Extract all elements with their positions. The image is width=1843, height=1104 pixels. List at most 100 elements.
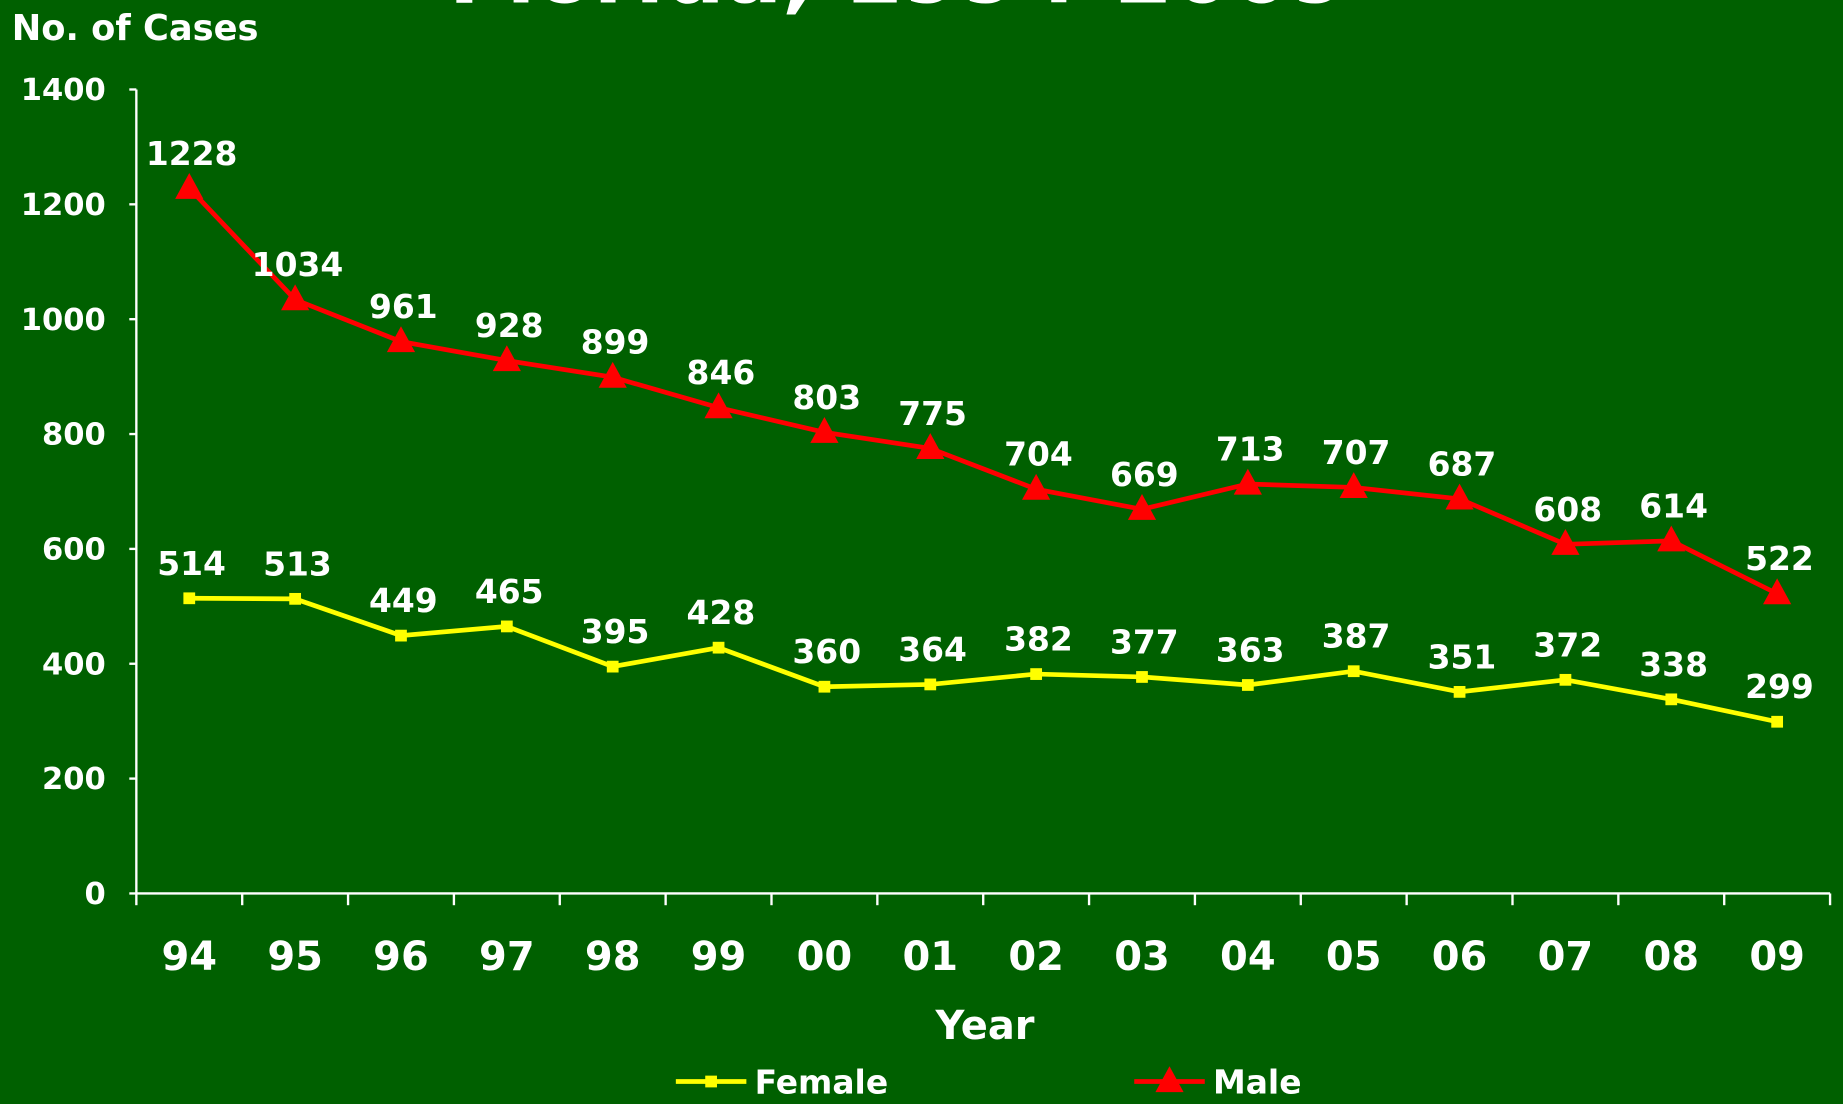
data-label: 522: [1745, 539, 1814, 578]
data-label: 803: [792, 378, 861, 417]
point-marker: [492, 345, 521, 372]
x-tick-label: 94: [161, 934, 217, 980]
data-label: 707: [1322, 433, 1391, 472]
data-label: 775: [898, 394, 967, 433]
data-label: 382: [1004, 620, 1073, 659]
data-label: 687: [1428, 444, 1497, 483]
x-tick-label: 08: [1643, 934, 1699, 980]
point-marker: [1551, 529, 1580, 555]
series-line: [187, 186, 1779, 596]
point-marker: [1763, 578, 1792, 605]
data-label: 846: [687, 353, 756, 392]
x-tick-label: 09: [1749, 934, 1805, 980]
data-label: 608: [1533, 490, 1602, 529]
point-marker: [1347, 665, 1360, 678]
y-tick-label: 200: [42, 762, 106, 797]
point-marker: [395, 629, 407, 642]
x-tick-label: 07: [1538, 934, 1594, 980]
data-label: 513: [263, 544, 332, 583]
point-marker: [704, 392, 733, 419]
series-line: [189, 595, 1778, 725]
point-marker: [1771, 715, 1784, 728]
point-marker: [289, 592, 302, 605]
data-label: 614: [1639, 486, 1708, 525]
point-marker: [1233, 468, 1262, 495]
y-tick-label: 800: [42, 418, 106, 453]
point-marker: [1127, 493, 1157, 520]
x-tick-label: 01: [902, 934, 958, 980]
x-tick-label: 02: [1008, 934, 1064, 980]
point-marker: [712, 641, 725, 654]
data-label: 351: [1428, 637, 1497, 676]
x-tick-label: 97: [479, 934, 535, 980]
point-marker: [1022, 473, 1051, 500]
point-marker: [500, 620, 513, 633]
data-label: 364: [898, 630, 967, 669]
data-label: 1228: [146, 134, 238, 173]
data-label: 899: [581, 323, 650, 362]
data-label: 299: [1745, 667, 1814, 706]
x-tick-label: 03: [1114, 934, 1170, 980]
x-tick-label: 95: [267, 934, 323, 980]
point-marker: [1445, 483, 1474, 510]
data-label: 1034: [252, 245, 344, 284]
chart-title: Florida, 1994-2009: [449, 0, 1350, 23]
point-marker: [705, 1075, 717, 1088]
x-axis-title: Year: [934, 1003, 1034, 1049]
data-label: 387: [1322, 617, 1391, 656]
point-marker: [386, 326, 416, 353]
point-marker: [1657, 525, 1686, 552]
x-tick-label: 96: [373, 934, 429, 980]
point-marker: [916, 433, 945, 459]
data-label: 928: [475, 306, 544, 345]
point-marker: [183, 592, 196, 605]
point-marker: [606, 660, 619, 673]
data-label: 428: [687, 593, 756, 632]
legend-label: Female: [755, 1062, 889, 1101]
data-label: 704: [1004, 435, 1073, 474]
point-marker: [1559, 673, 1572, 686]
data-label: 338: [1639, 645, 1708, 684]
point-marker: [1453, 686, 1466, 698]
point-marker: [1155, 1066, 1184, 1093]
data-label: 372: [1533, 625, 1602, 664]
x-tick-label: 04: [1220, 934, 1276, 980]
data-label: 713: [1216, 429, 1285, 468]
point-marker: [1241, 679, 1254, 691]
point-marker: [598, 361, 627, 388]
x-tick-label: 05: [1326, 934, 1382, 980]
data-label: 363: [1216, 630, 1285, 669]
data-label: 377: [1110, 622, 1179, 661]
point-marker: [1339, 472, 1368, 499]
point-marker: [818, 680, 831, 693]
data-label: 465: [475, 572, 544, 611]
point-marker: [1136, 671, 1148, 683]
data-label: 669: [1110, 455, 1179, 494]
point-marker: [1665, 693, 1678, 706]
x-tick-label: 99: [691, 934, 747, 980]
y-tick-label: 1000: [21, 303, 106, 338]
x-tick-label: 06: [1432, 934, 1488, 980]
data-label: 360: [792, 632, 861, 671]
data-label: 961: [369, 287, 438, 326]
x-tick-label: 00: [797, 934, 853, 980]
point-marker: [281, 284, 310, 311]
y-axis-title: No. of Cases: [12, 8, 259, 49]
y-tick-label: 400: [42, 647, 106, 682]
y-tick-label: 1400: [21, 73, 106, 108]
legend-label: Male: [1213, 1062, 1302, 1101]
point-marker: [924, 678, 937, 691]
data-label: 395: [581, 612, 650, 651]
y-tick-label: 600: [42, 532, 106, 567]
y-tick-label: 0: [85, 877, 106, 912]
point-marker: [810, 417, 839, 443]
data-label: 514: [157, 544, 226, 583]
data-label: 449: [369, 581, 438, 620]
x-tick-label: 98: [585, 934, 641, 980]
point-marker: [175, 172, 204, 199]
y-tick-label: 1200: [21, 188, 106, 223]
point-marker: [1030, 668, 1043, 680]
